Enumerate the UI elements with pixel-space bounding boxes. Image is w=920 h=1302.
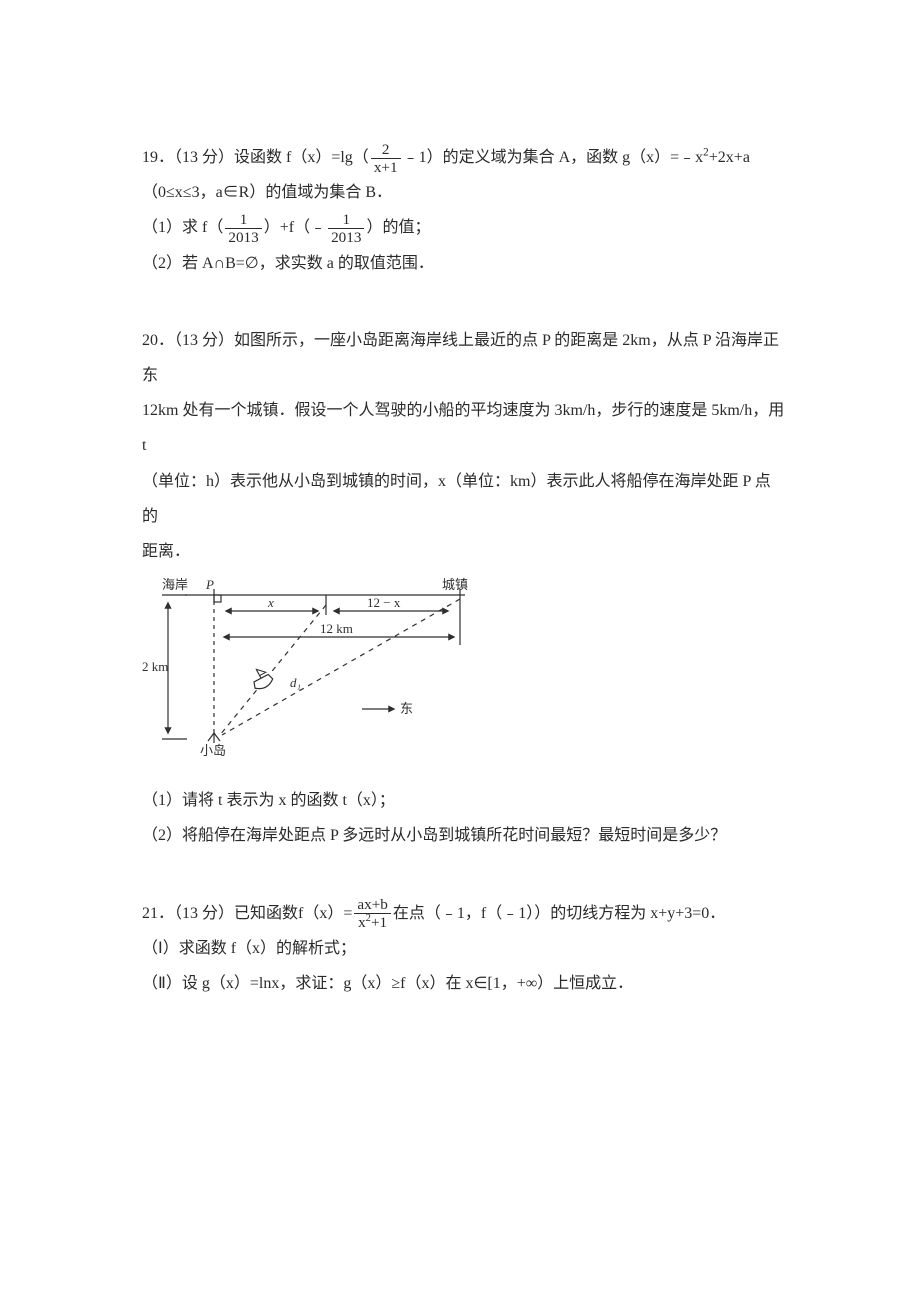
q19-p1-b: ）+f（﹣: [264, 219, 326, 236]
label-town: 城镇: [442, 577, 468, 592]
frac-den: x2+1: [354, 913, 391, 930]
label-island: 小岛: [200, 743, 226, 758]
q20-part-2: （2）将船停在海岸处距点 P 多远时从小岛到城镇所花时间最短？最短时间是多少？: [142, 818, 785, 853]
q19-cond: （0≤x≤3，a∈R）的值域为集合 B．: [142, 175, 785, 210]
q19-p1-frac-2: 12013: [328, 212, 364, 245]
q19-p1-c: ）的值；: [366, 219, 430, 236]
question-21: 21．（13 分）已知函数f（x）=ax+bx2+1在点（﹣1，f（﹣1））的切…: [142, 896, 785, 1002]
q19-line-1: 19．（13 分）设函数 f（x）=lg（2x+1﹣1）的定义域为集合 A，函数…: [142, 140, 785, 175]
label-12mx: 12 − x: [367, 595, 401, 610]
q19-part-2: （2）若 A∩B=∅，求实数 a 的取值范围．: [142, 246, 785, 281]
q19-part-1: （1）求 f（12013）+f（﹣12013）的值；: [142, 210, 785, 245]
boat-icon: [248, 665, 275, 692]
frac-num: 1: [225, 212, 261, 228]
frac-den: x+1: [371, 158, 401, 175]
label-p: P: [205, 577, 214, 592]
label-12km: 12 km: [320, 621, 353, 636]
frac-num: 1: [328, 212, 364, 228]
q20-l4: 距离．: [142, 534, 785, 569]
question-19: 19．（13 分）设函数 f（x）=lg（2x+1﹣1）的定义域为集合 A，函数…: [142, 140, 785, 281]
q19-head-b: ﹣1）的定义域为集合 A，函数 g（x）=﹣x: [403, 149, 704, 166]
label-d1: d₁: [290, 675, 301, 690]
q21-head-b: 在点（﹣1，f（﹣1））的切线方程为 x+y+3=0．: [393, 905, 725, 922]
question-20: 20．（13 分）如图所示，一座小岛距离海岸线上最近的点 P 的距离是 2km，…: [142, 323, 785, 854]
frac-num: 2: [371, 142, 401, 158]
label-x: x: [267, 595, 274, 610]
q20-l1: 20．（13 分）如图所示，一座小岛距离海岸线上最近的点 P 的距离是 2km，…: [142, 323, 785, 393]
q21-part-1: （Ⅰ）求函数 f（x）的解析式；: [142, 931, 785, 966]
frac-den: 2013: [225, 228, 261, 245]
q20-l2: 12km 处有一个城镇．假设一个人驾驶的小船的平均速度为 3km/h，步行的速度…: [142, 393, 785, 463]
frac-num: ax+b: [354, 897, 391, 913]
label-2km: 2 km: [142, 659, 168, 674]
label-coast: 海岸: [162, 577, 188, 592]
q21-line-1: 21．（13 分）已知函数f（x）=ax+bx2+1在点（﹣1，f（﹣1））的切…: [142, 896, 785, 931]
frac-den: 2013: [328, 228, 364, 245]
q21-part-2: （Ⅱ）设 g（x）=lnx，求证：g（x）≥f（x）在 x∈[1，+∞）上恒成立…: [142, 966, 785, 1001]
q19-head-a: 19．（13 分）设函数 f（x）=lg（: [142, 149, 369, 166]
q20-l3: （单位：h）表示他从小岛到城镇的时间，x（单位：km）表示此人将船停在海岸处距 …: [142, 464, 785, 534]
q19-p1-a: （1）求 f（: [142, 219, 223, 236]
label-east: 东: [400, 701, 413, 716]
diagram-svg: 海岸 P 城镇 x 12 − x 12 km 2 km d₁ 东 小岛: [142, 575, 477, 760]
q20-part-1: （1）请将 t 表示为 x 的函数 t（x）；: [142, 783, 785, 818]
q21-frac: ax+bx2+1: [354, 897, 391, 930]
q19-p1-frac-1: 12013: [225, 212, 261, 245]
q21-head-a: 21．（13 分）已知函数f（x）=: [142, 905, 352, 922]
q20-diagram: 海岸 P 城镇 x 12 − x 12 km 2 km d₁ 东 小岛: [142, 575, 785, 773]
q19-frac-1: 2x+1: [371, 142, 401, 175]
q19-head-c: +2x+a: [709, 149, 750, 166]
